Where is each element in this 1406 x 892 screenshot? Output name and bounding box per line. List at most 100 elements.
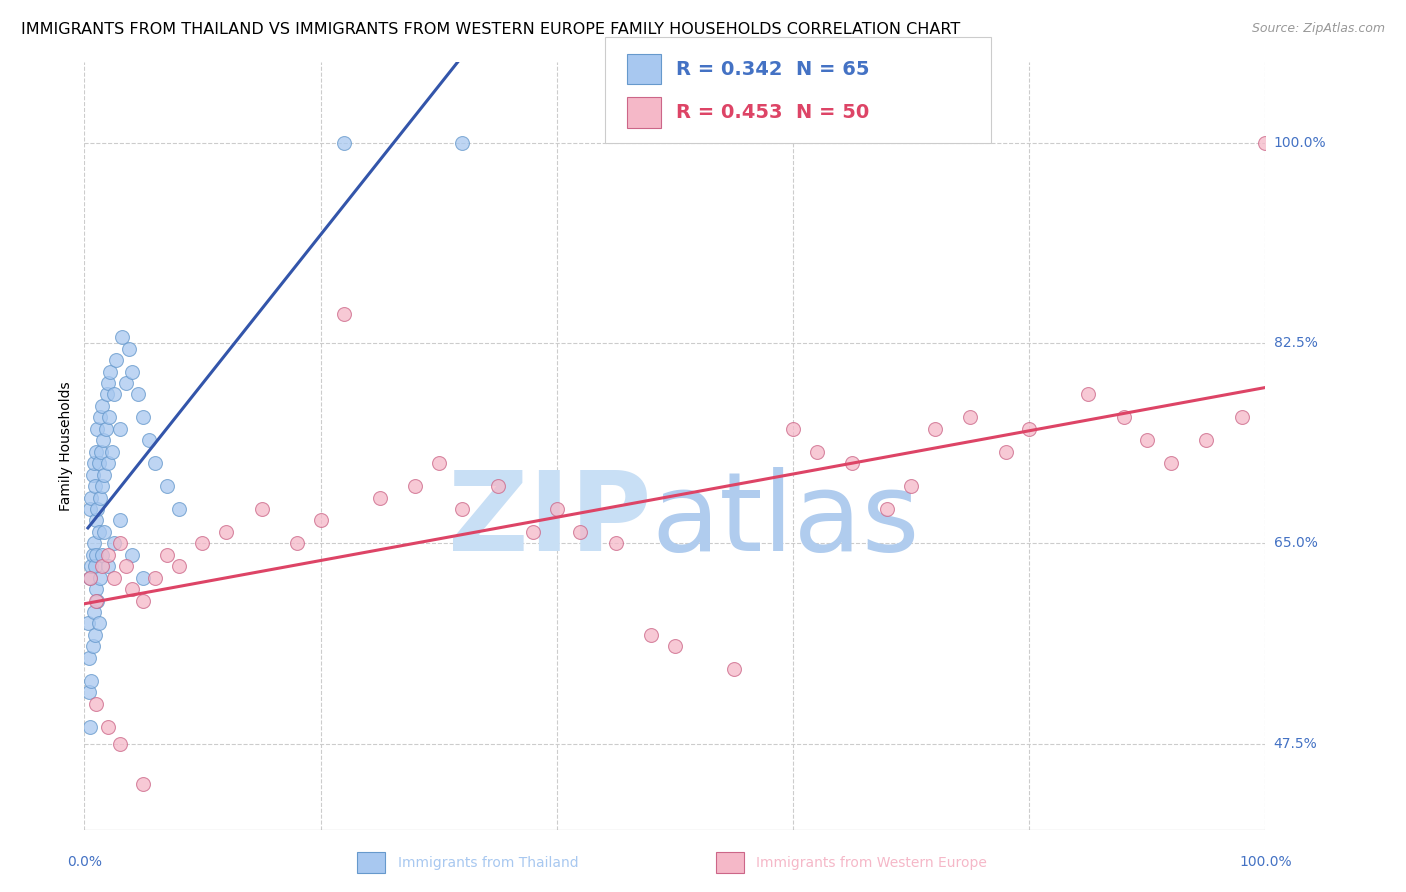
Text: 82.5%: 82.5% <box>1274 336 1317 350</box>
Point <box>79 571 101 585</box>
Text: 47.5%: 47.5% <box>1274 737 1317 751</box>
Point <box>93 467 115 482</box>
Point <box>143 456 166 470</box>
Point <box>91 548 114 562</box>
Point <box>451 502 474 516</box>
Text: Source: ZipAtlas.com: Source: ZipAtlas.com <box>1251 22 1385 36</box>
Point <box>84 444 107 458</box>
Point <box>143 571 166 585</box>
Point <box>100 444 122 458</box>
Point <box>191 536 214 550</box>
Point <box>77 685 100 699</box>
Point <box>105 353 128 368</box>
Point <box>77 616 100 631</box>
Point <box>132 410 155 425</box>
Point <box>486 479 509 493</box>
Point <box>121 365 143 379</box>
Point <box>94 422 117 436</box>
Point <box>98 365 121 379</box>
Point <box>80 673 103 688</box>
Point <box>79 571 101 585</box>
Point <box>156 548 179 562</box>
Point <box>84 628 107 642</box>
Point <box>103 536 125 550</box>
Point <box>84 559 107 574</box>
Point <box>89 410 111 425</box>
Text: 100.0%: 100.0% <box>1274 136 1326 150</box>
Point <box>86 593 108 607</box>
Text: 100.0%: 100.0% <box>1239 855 1292 869</box>
Point <box>959 410 981 425</box>
Point <box>90 444 112 458</box>
Point <box>1112 410 1135 425</box>
Point <box>900 479 922 493</box>
Point <box>333 307 356 321</box>
Point <box>79 719 101 733</box>
Point <box>77 650 100 665</box>
Point <box>79 502 101 516</box>
Point <box>91 399 114 413</box>
Point <box>108 513 131 527</box>
Point <box>250 502 273 516</box>
Point <box>83 605 105 619</box>
Point <box>1018 422 1040 436</box>
Point <box>806 444 828 458</box>
Point <box>1136 434 1159 448</box>
Point <box>84 593 107 607</box>
Point <box>114 376 136 390</box>
Point <box>98 410 121 425</box>
Point <box>93 524 115 539</box>
Point <box>97 376 120 390</box>
Point <box>605 536 627 550</box>
Point <box>1195 434 1218 448</box>
Point <box>89 571 111 585</box>
Point <box>118 342 141 356</box>
Point <box>82 548 104 562</box>
Point <box>84 479 107 493</box>
Point <box>97 559 120 574</box>
Text: Immigrants from Thailand: Immigrants from Thailand <box>398 855 578 870</box>
Point <box>82 640 104 654</box>
Point <box>1230 410 1253 425</box>
Point <box>84 697 107 711</box>
Point <box>215 524 238 539</box>
Text: 65.0%: 65.0% <box>1274 536 1317 550</box>
Point <box>994 444 1017 458</box>
Point <box>121 548 143 562</box>
Point <box>569 524 592 539</box>
Point <box>132 777 155 791</box>
Point <box>167 559 190 574</box>
Text: R = 0.342: R = 0.342 <box>676 60 783 78</box>
Point <box>97 719 120 733</box>
Point <box>89 491 111 505</box>
Point <box>404 479 426 493</box>
Point <box>84 513 107 527</box>
Point <box>121 582 143 596</box>
Point <box>156 479 179 493</box>
Point <box>83 536 105 550</box>
Point <box>127 387 149 401</box>
Point <box>138 434 160 448</box>
Point <box>924 422 946 436</box>
Point <box>285 536 308 550</box>
Point <box>87 456 110 470</box>
Point <box>167 502 190 516</box>
Point <box>333 136 356 150</box>
Text: 0.0%: 0.0% <box>67 855 101 869</box>
Point <box>84 582 107 596</box>
Point <box>91 434 114 448</box>
Point <box>80 559 103 574</box>
Point <box>80 491 103 505</box>
Point <box>103 571 125 585</box>
Point <box>664 640 686 654</box>
Point <box>111 330 134 344</box>
Point <box>108 422 131 436</box>
Point <box>96 387 118 401</box>
Point <box>114 559 136 574</box>
Point <box>91 559 114 574</box>
Point <box>103 387 125 401</box>
Y-axis label: Family Households: Family Households <box>59 381 73 511</box>
Point <box>876 502 898 516</box>
Point <box>82 467 104 482</box>
Point <box>97 456 120 470</box>
